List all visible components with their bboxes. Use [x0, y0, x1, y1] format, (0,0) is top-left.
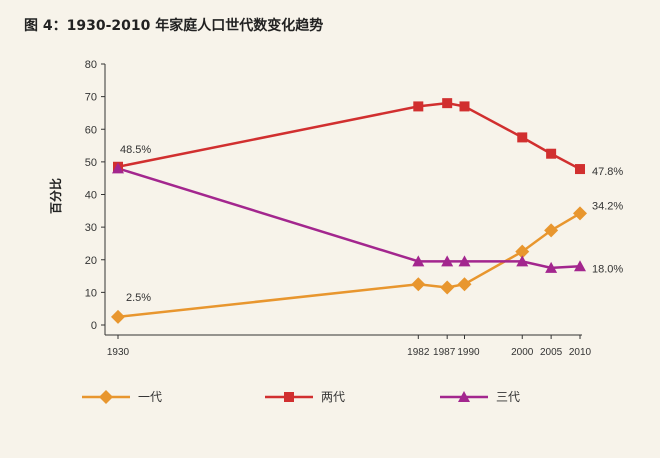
y-tick-label: 20	[85, 255, 97, 267]
data-point-series3	[516, 255, 529, 267]
data-point-series3	[412, 255, 425, 267]
y-tick-label: 60	[85, 124, 97, 136]
data-point-series2	[459, 101, 470, 112]
x-tick-label: 2010	[569, 347, 592, 358]
data-label: 34.2%	[592, 200, 623, 212]
x-tick-label: 1990	[457, 347, 480, 358]
data-point-series3	[112, 162, 124, 174]
data-label: 48.5%	[120, 144, 151, 156]
series-lines	[117, 101, 581, 319]
chart-title: 图 4：1930-2010 年家庭人口世代数变化趋势	[24, 17, 323, 34]
data-point-series2	[575, 164, 585, 175]
y-tick-label: 30	[85, 222, 97, 234]
data-point-series2	[517, 132, 528, 143]
data-point-series3	[441, 255, 454, 267]
data-point-series3	[458, 255, 471, 267]
axes: 0 10 20 30 40 50 60 70 80 1930 1982 1987 1990 2000 200…	[85, 59, 592, 358]
series-markers	[111, 98, 587, 324]
y-tick-label: 80	[85, 59, 97, 71]
data-point-series1	[411, 277, 426, 292]
annotations: 48.5% 2.5% 47.8% 34.2% 18.0%	[120, 144, 623, 304]
x-tick-label: 1987	[433, 347, 456, 358]
x-tick-label: 2005	[540, 347, 563, 358]
data-point-series1	[111, 309, 125, 324]
y-tick-label: 0	[91, 320, 97, 332]
x-tick-label: 2000	[511, 347, 534, 358]
data-label: 18.0%	[592, 263, 623, 275]
data-label: 47.8%	[592, 166, 623, 178]
data-point-series3	[545, 261, 558, 273]
data-point-series3	[574, 260, 586, 272]
y-tick-label: 50	[85, 157, 97, 169]
y-axis-label: 百分比	[48, 178, 63, 214]
data-point-series1	[515, 244, 530, 259]
legend-label-3: 三代	[496, 390, 520, 404]
series-line-3	[117, 167, 581, 270]
data-point-series1	[457, 277, 472, 292]
legend-marker-2	[284, 392, 294, 402]
data-point-series1	[440, 280, 455, 295]
y-tick-label: 70	[85, 92, 97, 104]
legend: 一代 两代 三代	[82, 390, 520, 404]
legend-marker-3	[458, 391, 470, 402]
x-tick-label: 1930	[107, 347, 130, 358]
series-line-1	[117, 212, 581, 319]
data-point-series2	[546, 148, 557, 159]
legend-label-2: 两代	[321, 390, 345, 404]
data-point-series2	[442, 98, 453, 109]
legend-label-1: 一代	[138, 390, 162, 404]
data-label: 2.5%	[126, 292, 151, 304]
data-point-series1	[573, 206, 587, 221]
series-line-2	[117, 101, 581, 171]
data-point-series1	[544, 223, 559, 238]
data-point-series2	[413, 101, 424, 112]
legend-marker-1	[99, 390, 113, 404]
y-tick-label: 10	[85, 287, 97, 299]
x-tick-label: 1982	[407, 347, 430, 358]
y-tick-label: 40	[85, 190, 97, 202]
